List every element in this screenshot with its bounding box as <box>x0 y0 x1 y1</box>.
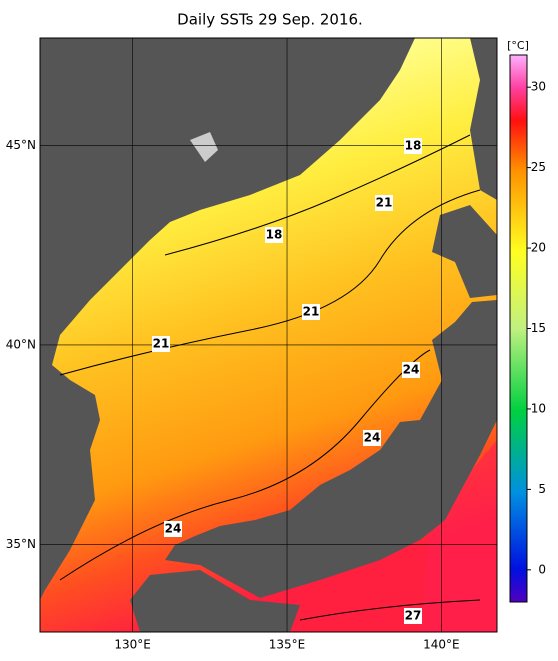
warm-sea <box>420 440 497 632</box>
contour-label: 21 <box>376 196 393 210</box>
colorbar-tick-label: 25 <box>531 160 546 174</box>
colorbar-tick-label: 10 <box>531 401 546 415</box>
sakhalin <box>470 38 497 200</box>
colorbar-tick-label: 30 <box>531 80 546 94</box>
honshu <box>165 300 497 598</box>
lon-label: 140°E <box>423 638 460 652</box>
contour-line <box>299 599 481 621</box>
contour-label-box <box>152 336 170 352</box>
hokkaido <box>432 205 497 298</box>
colorbar-tick-label: 5 <box>538 482 546 496</box>
contour-label: 24 <box>403 363 420 377</box>
contour-label: 21 <box>303 305 320 319</box>
contour-line <box>164 134 471 256</box>
contour-label-box <box>404 138 422 154</box>
continent <box>40 38 415 600</box>
title: Daily SSTs 29 Sep. 2016. <box>177 11 363 29</box>
colorbar-tick-label: 0 <box>538 562 546 576</box>
lat-label: 35°N <box>6 537 36 551</box>
contour-label: 18 <box>266 228 283 242</box>
lon-label: 130°E <box>114 638 151 652</box>
colorbar-unit: [°C] <box>507 39 529 52</box>
lat-label: 45°N <box>6 138 36 152</box>
contour-label-box <box>402 362 420 378</box>
contour-label-box <box>375 195 393 211</box>
map-frame <box>39 37 498 633</box>
contour-label: 21 <box>153 337 170 351</box>
contour-label: 27 <box>405 609 422 623</box>
colorbar-tick-label: 15 <box>531 321 546 335</box>
lat-label: 40°N <box>6 337 36 351</box>
kyushu-shikoku <box>130 570 300 632</box>
contour-line <box>59 349 431 581</box>
lon-label: 135°E <box>269 638 306 652</box>
contour-label-box <box>265 227 283 243</box>
map <box>40 38 497 632</box>
colorbar <box>509 54 528 603</box>
island <box>190 132 218 162</box>
contour-label: 24 <box>364 431 381 445</box>
contour-label-box <box>404 608 422 624</box>
contour-label: 18 <box>405 139 422 153</box>
contour-label-box <box>302 304 320 320</box>
contour-label: 24 <box>165 522 182 536</box>
contour-label-box <box>164 521 182 537</box>
colorbar-tick-label: 20 <box>531 241 546 255</box>
contour-line <box>59 189 481 376</box>
contour-label-box <box>363 430 381 446</box>
